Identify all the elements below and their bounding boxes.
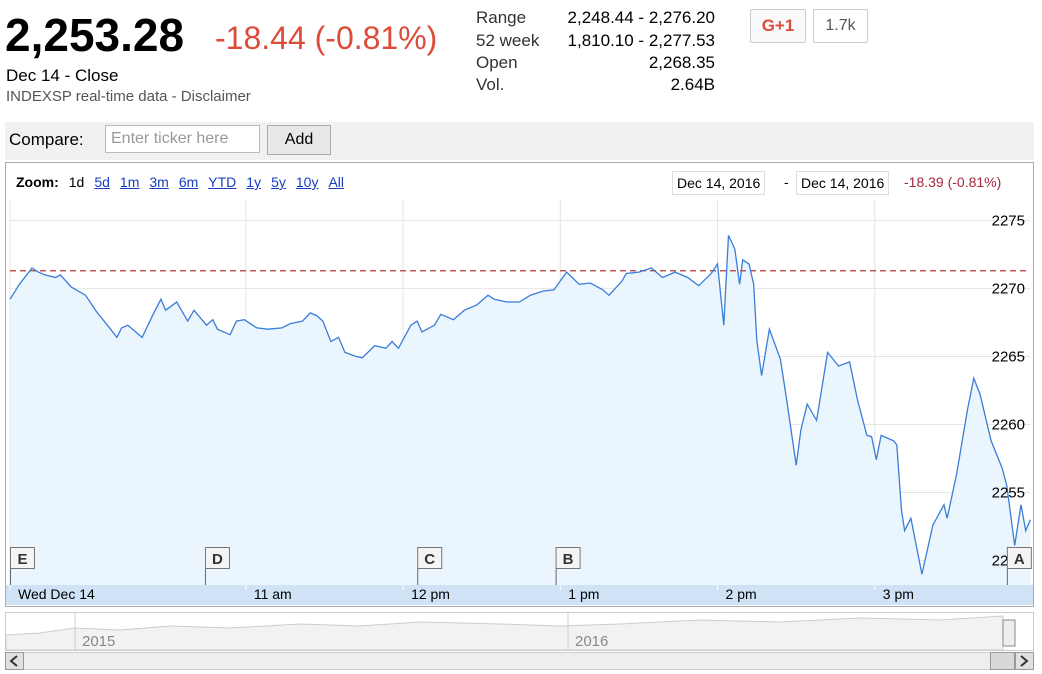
zoom-option[interactable]: 3m (149, 174, 169, 190)
flag (1006, 547, 1032, 569)
scrollbar (5, 652, 1034, 670)
flag-label: E (17, 551, 27, 568)
gplus-count: 1.7k (813, 9, 868, 43)
zoom-bar: Zoom: 1d 5d 1m 3m 6m YTD 1y 5y 10y All (16, 174, 344, 190)
stat-value: 2,248.44 - 2,276.20 (567, 8, 715, 27)
zoom-label: Zoom: (16, 174, 59, 190)
x-tick-label: 1 pm (568, 586, 599, 602)
stat-value: 1,810.10 - 2,277.53 (567, 31, 715, 50)
navigator-sparkline (5, 615, 1004, 651)
navigator-label: 2016 (575, 633, 608, 650)
compare-label: Compare: (9, 130, 84, 149)
zoom-option[interactable]: 1m (119, 174, 140, 190)
zoom-option[interactable]: YTD (208, 174, 237, 190)
zoom-option[interactable]: 1y (246, 174, 262, 190)
flag (10, 547, 35, 569)
arrow-icon (1020, 655, 1029, 667)
zoom-option[interactable]: 5d (94, 174, 110, 190)
zoom-option[interactable]: 5y (271, 174, 286, 190)
flag-label: B (563, 551, 574, 568)
flag (204, 547, 230, 569)
stat-label: 52 week (476, 31, 540, 50)
y-tick-label: 2265 (992, 348, 1025, 365)
y-tick-label: 2270 (992, 280, 1025, 297)
x-tick-label: 12 pm (411, 586, 450, 602)
zoom-option[interactable]: All (328, 174, 345, 190)
scroll-thumb[interactable] (990, 652, 1015, 670)
y-tick-label: 2260 (992, 416, 1025, 433)
price-change: -18.44 (-0.81%) (215, 20, 438, 56)
stat-label: Vol. (476, 75, 505, 94)
data-source: INDEXSP real-time data - Disclaimer (6, 88, 251, 105)
range-end[interactable]: Dec 14, 2016 (796, 171, 890, 195)
y-tick-label: 2275 (992, 212, 1025, 229)
range-change: -18.39 (-0.81%) (904, 174, 1002, 190)
flag-label: A (1014, 551, 1025, 568)
zoom-option[interactable]: 1d (68, 174, 85, 190)
add-button[interactable]: Add (267, 125, 331, 155)
close-date: Dec 14 - Close (6, 66, 119, 85)
flag-label: D (212, 551, 223, 568)
x-axis-band (6, 585, 1033, 605)
scroll-right[interactable] (1015, 652, 1034, 670)
navigator-handle[interactable] (1002, 619, 1016, 647)
x-tick-label: 11 am (254, 586, 292, 602)
stat-label: Open (476, 53, 518, 72)
range-separator: - (784, 174, 789, 190)
x-tick-label: Wed Dec 14 (18, 586, 95, 602)
y-tick-label: 2255 (992, 484, 1025, 501)
navigator-label: 2015 (82, 633, 115, 650)
zoom-option[interactable]: 6m (178, 174, 199, 190)
arrow-icon (9, 655, 18, 667)
scroll-left[interactable] (5, 652, 24, 670)
ticker-input[interactable]: Enter ticker here (105, 125, 260, 153)
stat-value: 2,268.35 (648, 53, 715, 72)
zoom-option[interactable]: 10y (295, 174, 319, 190)
flag (417, 547, 443, 569)
price: 2,253.28 (5, 9, 185, 61)
x-tick-label: 3 pm (883, 586, 914, 602)
stat-label: Range (476, 8, 527, 27)
flag (555, 547, 581, 569)
flag-label: C (424, 551, 435, 568)
price-line (9, 235, 1031, 575)
range-start[interactable]: Dec 14, 2016 (672, 171, 766, 195)
gplus-button[interactable]: G+1 (750, 9, 806, 43)
stat-value: 2.64B (670, 75, 715, 94)
area (10, 235, 1031, 585)
x-tick-label: 2 pm (726, 586, 757, 602)
